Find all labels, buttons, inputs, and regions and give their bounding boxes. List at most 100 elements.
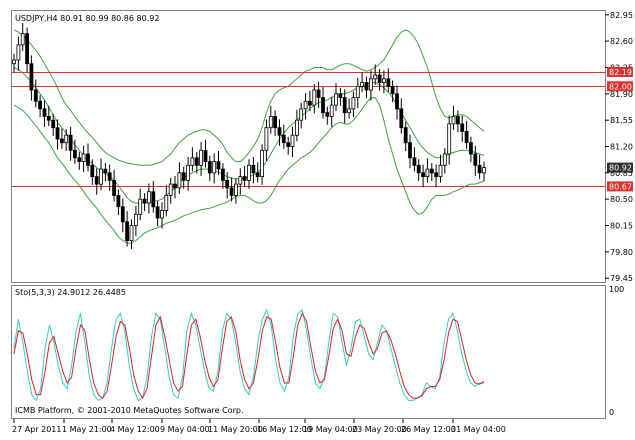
candle-body bbox=[181, 172, 186, 181]
candle-body bbox=[164, 194, 169, 211]
candle-body bbox=[408, 142, 412, 159]
candle-body bbox=[220, 168, 225, 181]
price-tick-label: 81.20 bbox=[610, 143, 633, 152]
candle-body bbox=[447, 123, 452, 155]
candle-body bbox=[125, 221, 129, 242]
time-tick-label: 1 May 21:00 bbox=[62, 425, 112, 434]
candle-body bbox=[81, 153, 86, 162]
candle-body bbox=[242, 176, 247, 181]
candle-body bbox=[120, 206, 125, 223]
horizontal-levels bbox=[12, 72, 605, 187]
time-tick-label: 16 May 12:00 bbox=[257, 425, 312, 434]
price-tick-label: 82.60 bbox=[610, 37, 633, 46]
candle-body bbox=[233, 183, 238, 196]
candle-body bbox=[482, 167, 486, 174]
time-tick-label: 4 May 12:00 bbox=[110, 425, 160, 434]
price-tags: 82.19 82.00 80.92 80.67 bbox=[607, 67, 633, 192]
candle-body bbox=[425, 168, 430, 178]
candle-body bbox=[438, 164, 443, 178]
candle-body bbox=[212, 161, 217, 174]
candle-body bbox=[381, 78, 386, 84]
price-tick-label: 79.80 bbox=[610, 248, 633, 257]
candle-body bbox=[151, 191, 156, 208]
candle-body bbox=[86, 153, 90, 166]
candle-body bbox=[412, 157, 417, 166]
candle-body bbox=[229, 187, 234, 196]
candle-body bbox=[460, 123, 465, 132]
oscillator-panel-frame bbox=[11, 285, 606, 419]
candle-body bbox=[203, 149, 208, 163]
candle-body bbox=[216, 161, 221, 170]
candle-body bbox=[42, 108, 47, 117]
candle-body bbox=[312, 89, 317, 106]
candle-body bbox=[351, 97, 356, 110]
candle-body bbox=[273, 116, 278, 129]
candle-body bbox=[142, 198, 147, 204]
candle-body bbox=[55, 127, 60, 140]
oscillator-scale-bottom: 0 bbox=[609, 408, 614, 417]
candle-body bbox=[290, 134, 295, 147]
candle-body bbox=[12, 59, 16, 65]
time-tick-label: 11 May 20:00 bbox=[208, 425, 263, 434]
candle-body bbox=[342, 97, 347, 114]
price-tick-label: 81.90 bbox=[610, 90, 633, 99]
candle-body bbox=[303, 100, 308, 110]
candle-body bbox=[277, 127, 282, 136]
candle-body bbox=[146, 191, 151, 204]
candle-body bbox=[260, 149, 265, 178]
candle-body bbox=[94, 176, 99, 185]
time-tick-label: 27 Apr 2011 bbox=[12, 425, 61, 434]
candle-body bbox=[316, 89, 321, 98]
candle-body bbox=[38, 100, 42, 110]
candle-body bbox=[477, 164, 482, 174]
candle-body bbox=[264, 127, 269, 151]
time-tick-label: 9 May 04:00 bbox=[160, 425, 210, 434]
candle-body bbox=[103, 168, 108, 174]
price-tag-box bbox=[607, 181, 633, 192]
bollinger-lower-line bbox=[13, 97, 485, 244]
price-tag-label: 80.92 bbox=[609, 164, 632, 173]
price-tag-box bbox=[607, 162, 633, 173]
candle-body bbox=[186, 164, 191, 181]
candle-body bbox=[299, 108, 304, 121]
time-tick-label: 23 May 20:00 bbox=[352, 425, 407, 434]
candle-body bbox=[334, 93, 338, 106]
candle-body bbox=[355, 85, 360, 99]
candle-body bbox=[347, 108, 352, 114]
candle-body bbox=[33, 89, 38, 102]
candle-body bbox=[112, 179, 116, 196]
time-axis: 27 Apr 2011 1 May 21:004 May 12:00 9 May 0… bbox=[12, 419, 506, 434]
candle-body bbox=[51, 119, 56, 129]
candle-body bbox=[368, 78, 373, 91]
price-tag-label: 82.00 bbox=[609, 82, 632, 91]
price-tag-box bbox=[607, 67, 633, 77]
candle-body bbox=[399, 108, 404, 129]
candle-body bbox=[46, 116, 51, 121]
candle-body bbox=[173, 183, 177, 189]
candle-body bbox=[325, 112, 330, 117]
candle-body bbox=[68, 134, 73, 151]
candle-body bbox=[207, 161, 212, 174]
time-tick-label: 19 May 04:00 bbox=[303, 425, 358, 434]
candle-body bbox=[338, 93, 343, 99]
candle-body bbox=[16, 44, 21, 61]
candle-body bbox=[107, 172, 112, 181]
candle-body bbox=[247, 164, 251, 181]
candle-body bbox=[251, 164, 256, 174]
candle-body bbox=[194, 157, 199, 166]
candle-body bbox=[190, 157, 195, 166]
candle-body bbox=[473, 153, 478, 166]
candle-body bbox=[77, 157, 82, 163]
stochastic-lines bbox=[13, 308, 485, 402]
candle-body bbox=[268, 116, 273, 129]
candle-body bbox=[377, 74, 382, 83]
candle-body bbox=[455, 116, 460, 125]
candle-body bbox=[281, 134, 286, 144]
candle-body bbox=[360, 82, 365, 87]
oscillator-label: Sto(5,3,3) 24.9012 26.4485 bbox=[15, 288, 126, 297]
price-tag-label: 82.19 bbox=[609, 68, 632, 77]
candle-body bbox=[60, 138, 64, 144]
price-tick-label: 81.55 bbox=[610, 116, 633, 125]
price-tick-label: 80.15 bbox=[610, 222, 633, 231]
